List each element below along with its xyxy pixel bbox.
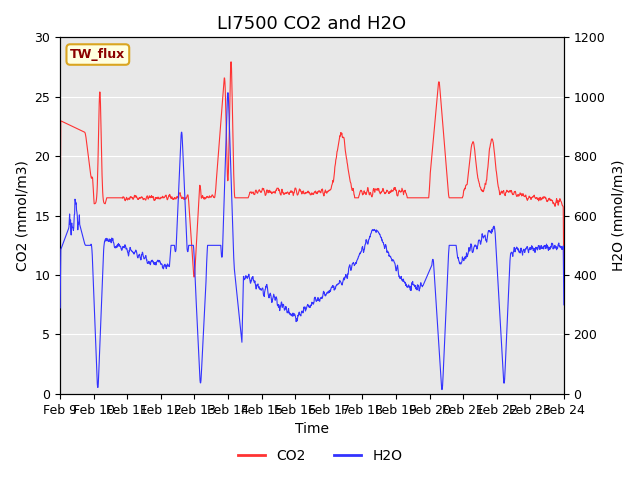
Legend: CO2, H2O: CO2, H2O: [232, 443, 408, 468]
Y-axis label: H2O (mmol/m3): H2O (mmol/m3): [611, 160, 625, 271]
Y-axis label: CO2 (mmol/m3): CO2 (mmol/m3): [15, 160, 29, 271]
Text: TW_flux: TW_flux: [70, 48, 125, 61]
X-axis label: Time: Time: [295, 422, 329, 436]
Title: LI7500 CO2 and H2O: LI7500 CO2 and H2O: [218, 15, 406, 33]
